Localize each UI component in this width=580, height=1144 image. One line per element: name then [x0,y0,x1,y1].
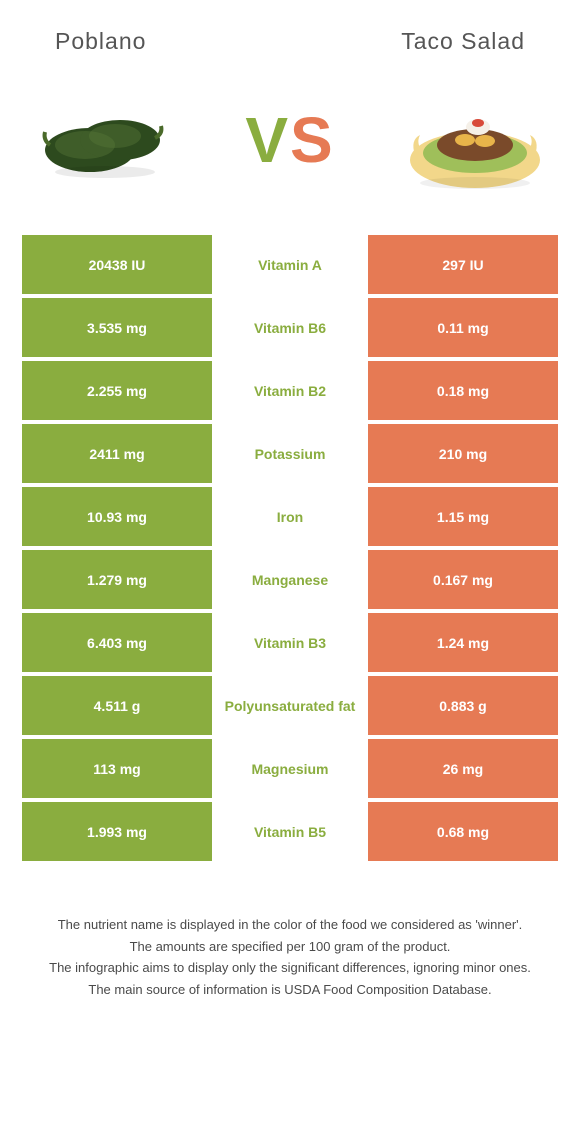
table-row: 6.403 mgVitamin B31.24 mg [22,613,558,672]
left-value: 4.511 g [22,676,212,735]
table-row: 20438 IUVitamin A297 IU [22,235,558,294]
nutrient-name: Manganese [212,550,368,609]
footer-notes: The nutrient name is displayed in the co… [0,865,580,999]
right-value: 297 IU [368,235,558,294]
left-value: 20438 IU [22,235,212,294]
left-value: 1.279 mg [22,550,212,609]
left-value: 113 mg [22,739,212,798]
footer-line-4: The main source of information is USDA F… [28,980,552,1000]
right-value: 0.167 mg [368,550,558,609]
food-left-title: Poblano [55,28,146,55]
vs-v: V [245,104,290,176]
food-right-title: Taco Salad [401,28,525,55]
left-value: 1.993 mg [22,802,212,861]
nutrient-name: Vitamin B3 [212,613,368,672]
right-value: 210 mg [368,424,558,483]
nutrient-name: Potassium [212,424,368,483]
left-value: 2411 mg [22,424,212,483]
vs-label: VS [245,103,334,177]
table-row: 1.279 mgManganese0.167 mg [22,550,558,609]
nutrient-name: Polyunsaturated fat [212,676,368,735]
footer-line-3: The infographic aims to display only the… [28,958,552,978]
footer-line-2: The amounts are specified per 100 gram o… [28,937,552,957]
table-row: 3.535 mgVitamin B60.11 mg [22,298,558,357]
poblano-image [30,85,180,195]
header: Poblano Taco Salad [0,0,580,55]
table-row: 2.255 mgVitamin B20.18 mg [22,361,558,420]
left-value: 2.255 mg [22,361,212,420]
vs-s: S [290,104,335,176]
nutrient-name: Magnesium [212,739,368,798]
right-value: 0.18 mg [368,361,558,420]
table-row: 113 mgMagnesium26 mg [22,739,558,798]
right-value: 0.11 mg [368,298,558,357]
right-value: 0.883 g [368,676,558,735]
nutrient-table: 20438 IUVitamin A297 IU3.535 mgVitamin B… [22,235,558,861]
left-value: 6.403 mg [22,613,212,672]
nutrient-name: Vitamin B2 [212,361,368,420]
right-value: 0.68 mg [368,802,558,861]
taco-salad-image [400,85,550,195]
table-row: 1.993 mgVitamin B50.68 mg [22,802,558,861]
right-value: 1.15 mg [368,487,558,546]
left-value: 10.93 mg [22,487,212,546]
table-row: 4.511 gPolyunsaturated fat0.883 g [22,676,558,735]
vs-row: VS [0,55,580,225]
nutrient-name: Iron [212,487,368,546]
table-row: 10.93 mgIron1.15 mg [22,487,558,546]
table-row: 2411 mgPotassium210 mg [22,424,558,483]
footer-line-1: The nutrient name is displayed in the co… [28,915,552,935]
left-value: 3.535 mg [22,298,212,357]
right-value: 26 mg [368,739,558,798]
right-value: 1.24 mg [368,613,558,672]
nutrient-name: Vitamin B5 [212,802,368,861]
nutrient-name: Vitamin A [212,235,368,294]
nutrient-name: Vitamin B6 [212,298,368,357]
